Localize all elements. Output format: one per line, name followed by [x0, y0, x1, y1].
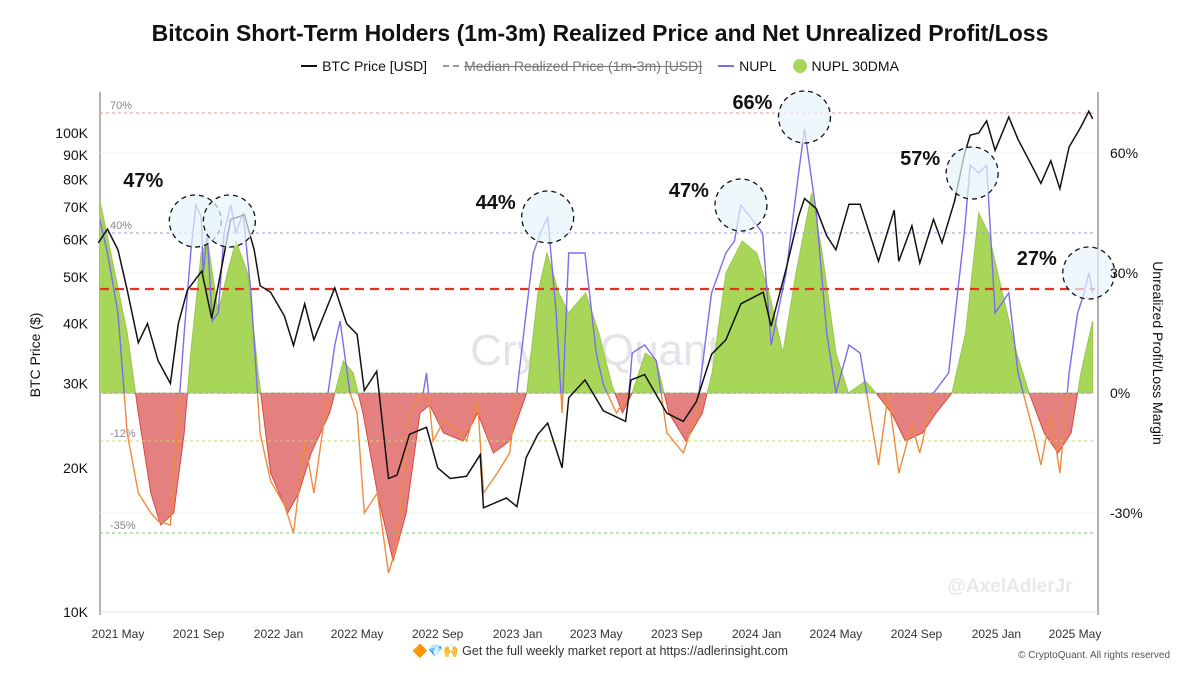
reference-line-label: 40% [110, 220, 132, 232]
right-tick-label: 0% [1110, 385, 1130, 401]
x-tick-label: 2023 Jan [493, 627, 542, 641]
nupl-30dma-area-negative [100, 393, 1094, 562]
legend-label: NUPL 30DMA [811, 58, 899, 74]
legend-item-nupl[interactable]: NUPL [718, 58, 777, 74]
x-tick-label: 2025 May [1049, 627, 1102, 641]
left-tick-label: 10K [63, 604, 89, 620]
chart-title: Bitcoin Short-Term Holders (1m-3m) Reali… [151, 20, 1049, 46]
legend-label: NUPL [739, 58, 777, 74]
left-tick-label: 100K [55, 125, 88, 141]
annotation-circle [521, 190, 575, 244]
x-tick-label: 2024 Jan [732, 627, 781, 641]
annotation-label: 27% [1017, 248, 1057, 270]
annotation-label: 47% [669, 180, 709, 202]
footer-link[interactable]: https://adlerinsight.com [659, 644, 789, 658]
left-tick-label: 30K [63, 375, 89, 391]
reference-line-label: -35% [110, 520, 136, 532]
nupl-30dma-area-positive [100, 192, 1094, 393]
watermark-author: @AxelAdlerJr [947, 576, 1073, 597]
annotation-circle [777, 90, 832, 144]
right-tick-label: 60% [1110, 145, 1138, 161]
reference-line-label: -12% [110, 428, 136, 440]
left-tick-label: 80K [63, 171, 89, 187]
left-tick-label: 60K [63, 231, 89, 247]
legend-item-nupl-30dma[interactable]: NUPL 30DMA [792, 58, 899, 74]
x-tick-label: 2023 May [570, 627, 623, 641]
legend-swatch [443, 65, 460, 67]
legend-item-btc-price[interactable]: BTC Price [USD] [301, 58, 427, 74]
footer-emoji: 🔶💎🙌 [411, 644, 459, 658]
legend-swatch [792, 59, 807, 73]
legend-swatch [301, 65, 318, 67]
legend-label: BTC Price [USD] [322, 58, 428, 74]
annotation-label: 47% [123, 170, 163, 192]
legend-item-median-realized-price[interactable]: Median Realized Price (1m-3m) [USD] [443, 58, 702, 74]
annotation-label: 66% [732, 92, 772, 114]
x-tick-label: 2022 Jan [254, 627, 303, 641]
footer-text: Get the full weekly market report at [462, 644, 656, 658]
annotation-label: 57% [900, 148, 940, 170]
x-tick-label: 2022 May [331, 627, 384, 641]
legend-label: Median Realized Price (1m-3m) [USD] [464, 58, 703, 74]
reference-line-label: 70% [110, 100, 132, 112]
x-tick-label: 2024 Sep [891, 627, 943, 641]
x-tick-label: 2022 Sep [412, 627, 464, 641]
x-tick-label: 2023 Sep [651, 627, 703, 641]
left-tick-label: 40K [63, 316, 89, 332]
left-axis-title: BTC Price ($) [27, 313, 43, 398]
legend-swatch [718, 65, 735, 67]
x-tick-label: 2025 Jan [972, 627, 1021, 641]
annotation-circle [945, 146, 999, 200]
legend: BTC Price [USD] Median Realized Price (1… [0, 58, 1200, 74]
left-tick-label: 90K [63, 147, 89, 163]
x-tick-label: 2024 May [810, 627, 863, 641]
footer: 🔶💎🙌 Get the full weekly market report at… [0, 644, 1200, 659]
right-tick-label: -30% [1110, 505, 1143, 521]
x-tick-label: 2021 Sep [173, 627, 225, 641]
left-tick-label: 70K [63, 199, 89, 215]
x-tick-label: 2021 May [92, 627, 145, 641]
annotation-circle [1062, 246, 1116, 300]
copyright: © CryptoQuant. All rights reserved [1018, 650, 1170, 661]
right-axis-title: Unrealized Profit/Loss Margin [1150, 261, 1166, 445]
annotation-circle [202, 194, 257, 248]
left-tick-label: 20K [63, 460, 89, 476]
annotation-circle [714, 178, 768, 232]
right-tick-label: 30% [1110, 265, 1138, 281]
left-tick-label: 50K [63, 269, 89, 285]
annotation-label: 44% [476, 192, 516, 214]
